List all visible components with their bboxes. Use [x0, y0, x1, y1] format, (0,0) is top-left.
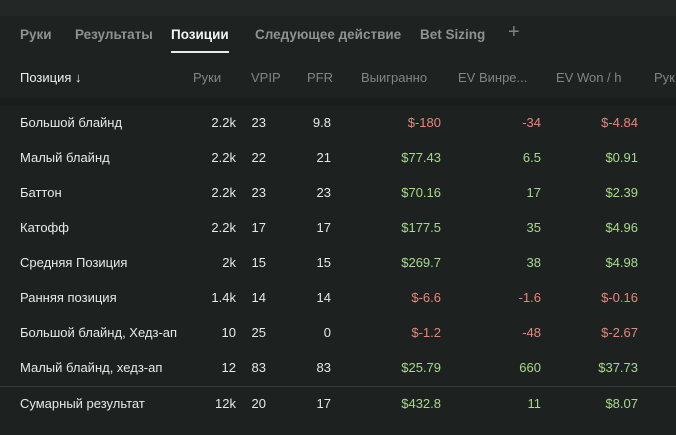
row-label: Сумарный результат: [20, 396, 145, 411]
cell-2: 23: [251, 115, 266, 130]
tab-2[interactable]: Результаты: [75, 27, 153, 42]
row-label: Малый блайнд, хедз-ап: [20, 360, 163, 375]
cell-6: $4.96: [605, 220, 638, 235]
cell-3: 17: [316, 220, 331, 235]
column-header-0[interactable]: Позиция ↓: [20, 70, 82, 85]
column-header-7[interactable]: Рук: [654, 70, 675, 85]
cell-6: $0.91: [605, 150, 638, 165]
cell-4: $-6.6: [411, 290, 441, 305]
cell-2: 14: [251, 290, 266, 305]
cell-3: 17: [316, 396, 331, 411]
column-header-2[interactable]: VPIP: [251, 70, 281, 85]
row-label: Баттон: [20, 185, 62, 200]
cell-5: 35: [526, 220, 541, 235]
tab-4[interactable]: Следующее действие: [255, 27, 402, 42]
cell-1: 1.4k: [211, 290, 236, 305]
cell-1: 2.2k: [211, 115, 236, 130]
cell-6: $-0.16: [601, 290, 638, 305]
cell-6: $4.98: [605, 255, 638, 270]
table-row[interactable]: Ранняя позиция 1.4k 14 14 $-6.6 -1.6 $-0.16: [0, 281, 676, 316]
tab-5[interactable]: Bet Sizing: [420, 27, 486, 42]
cell-1: 12: [221, 360, 236, 375]
table-row[interactable]: Баттон 2.2k 23 23 $70.16 17 $2.39: [0, 176, 676, 211]
plus-icon[interactable]: +: [508, 21, 520, 43]
cell-5: 17: [526, 185, 541, 200]
column-header-3[interactable]: PFR: [307, 70, 333, 85]
cell-1: 12k: [215, 396, 236, 411]
cell-3: 14: [316, 290, 331, 305]
table-row[interactable]: Малый блайнд, хедз-ап 12 83 83 $25.79 660 $37.…: [0, 351, 676, 386]
table-header: Позиция ↓ Руки VPIP PFR Выигранно EV Винре...…: [0, 60, 676, 98]
cell-4: $432.8: [401, 396, 441, 411]
header-shadow: [0, 98, 676, 106]
cell-4: $25.79: [401, 360, 441, 375]
column-header-4[interactable]: Выигранно: [361, 70, 428, 85]
cell-4: $70.16: [401, 185, 441, 200]
cell-3: 0: [323, 325, 331, 340]
column-header-5[interactable]: EV Винре...: [458, 70, 528, 85]
cell-2: 25: [251, 325, 266, 340]
cell-3: 9.8: [312, 115, 331, 130]
cell-3: 21: [316, 150, 331, 165]
row-label: Большой блайнд: [20, 115, 123, 130]
cell-4: $177.5: [401, 220, 441, 235]
cell-5: -48: [522, 325, 541, 340]
row-label: Малый блайнд: [20, 150, 110, 165]
table-row[interactable]: Малый блайнд 2.2k 22 21 $77.43 6.5 $0.91: [0, 141, 676, 176]
row-label: Катофф: [20, 220, 69, 235]
row-label: Ранняя позиция: [20, 290, 117, 305]
row-label: Большой блайнд, Хедз-ап: [20, 325, 178, 340]
cell-2: 22: [251, 150, 266, 165]
column-header-1[interactable]: Руки: [193, 70, 222, 85]
cell-2: 20: [251, 396, 266, 411]
cell-4: $-180: [407, 115, 441, 130]
total-divider: [0, 386, 676, 387]
cell-3: 23: [316, 185, 331, 200]
cell-2: 15: [251, 255, 266, 270]
tab-bar: Руки Результаты Позиции Следующее действие B…: [0, 16, 676, 60]
cell-6: $37.73: [598, 360, 638, 375]
title-bar: [0, 0, 676, 16]
cell-4: $-1.2: [411, 325, 441, 340]
cell-5: 660: [519, 360, 541, 375]
cell-5: 6.5: [522, 150, 541, 165]
table-row[interactable]: Большой блайнд 2.2k 23 9.8 $-180 -34 $-4.84: [0, 106, 676, 141]
cell-6: $8.07: [605, 396, 638, 411]
cell-3: 15: [316, 255, 331, 270]
cell-1: 2k: [222, 255, 236, 270]
cell-2: 83: [251, 360, 266, 375]
cell-1: 2.2k: [211, 150, 236, 165]
cell-3: 83: [316, 360, 331, 375]
cell-6: $-4.84: [601, 115, 638, 130]
table-row[interactable]: Средняя Позиция 2k 15 15 $269.7 38 $4.98: [0, 246, 676, 281]
cell-1: 10: [221, 325, 236, 340]
tab-3[interactable]: Позиции: [171, 27, 229, 53]
table-row[interactable]: Большой блайнд, Хедз-ап 10 25 0 $-1.2 -48 $-2.…: [0, 316, 676, 351]
cell-5: 11: [527, 396, 542, 411]
cell-5: 38: [526, 255, 541, 270]
cell-4: $77.43: [401, 150, 441, 165]
cell-2: 17: [251, 220, 266, 235]
row-label: Средняя Позиция: [20, 255, 128, 270]
column-header-6[interactable]: EV Won / h: [556, 70, 622, 85]
tab-1[interactable]: Руки: [20, 27, 52, 42]
cell-5: -1.6: [518, 290, 541, 305]
cell-1: 2.2k: [211, 185, 236, 200]
cell-6: $2.39: [605, 185, 638, 200]
cell-5: -34: [522, 115, 541, 130]
cell-4: $269.7: [401, 255, 441, 270]
cell-6: $-2.67: [601, 325, 638, 340]
table-row[interactable]: Катофф 2.2k 17 17 $177.5 35 $4.96: [0, 211, 676, 246]
cell-2: 23: [251, 185, 266, 200]
cell-1: 2.2k: [211, 220, 236, 235]
total-row[interactable]: Сумарный результат 12k 20 17 $432.8 11 $8.07: [0, 387, 676, 422]
